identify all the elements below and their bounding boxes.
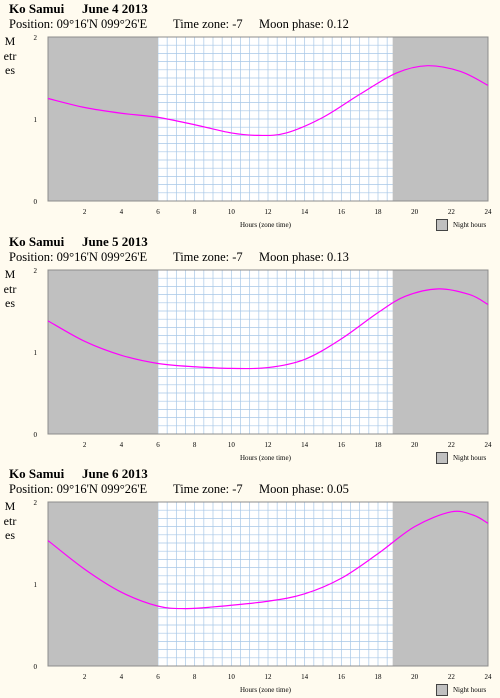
y-tick-label: 1 [34, 349, 38, 357]
moon-phase-text: Moon phase: 0.12 [259, 17, 349, 31]
x-tick-label: 16 [338, 441, 346, 449]
x-tick-label: 20 [411, 673, 419, 681]
night-shade [392, 502, 488, 666]
legend: Night hours [436, 219, 486, 231]
night-shade [48, 37, 158, 201]
location-name: Ko Samui [9, 1, 65, 16]
position-text: Position: 09°16'N 099°26'E [9, 482, 148, 496]
panel-title: Ko Samui June 6 2013 [9, 466, 148, 482]
night-hours-swatch [436, 684, 448, 696]
x-tick-label: 20 [411, 208, 419, 216]
x-tick-label: 8 [193, 441, 197, 449]
plot-frame [47, 36, 489, 202]
tide-line [47, 288, 489, 370]
legend-label: Night hours [453, 686, 487, 694]
y-axis-title: Metres [3, 34, 17, 77]
x-tick-label: 22 [448, 673, 456, 681]
x-tick-label: 2 [83, 208, 87, 216]
plot-frame [47, 269, 489, 435]
timezone-text: Time zone: -7 [173, 250, 243, 264]
x-tick-label: 4 [120, 208, 124, 216]
x-tick-label: 14 [301, 208, 309, 216]
night-shade [392, 270, 488, 434]
tide-line [47, 510, 489, 610]
moon-phase-text: Moon phase: 0.13 [259, 250, 349, 264]
legend-label: Night hours [453, 454, 487, 462]
y-tick-label: 2 [34, 267, 38, 275]
moon-phase-text: Moon phase: 0.05 [259, 482, 349, 496]
x-tick-label: 6 [156, 673, 160, 681]
x-axis-title: Hours (zone time) [240, 221, 291, 229]
y-axis-title: Metres [3, 267, 17, 310]
x-axis-title: Hours (zone time) [240, 686, 291, 694]
x-axis-title: Hours (zone time) [240, 454, 291, 462]
night-shade [392, 37, 488, 201]
x-tick-label: 6 [156, 441, 160, 449]
x-tick-label: 14 [301, 673, 309, 681]
legend: Night hours [436, 684, 486, 696]
x-tick-label: 12 [265, 673, 273, 681]
night-shade [48, 502, 158, 666]
y-tick-label: 2 [34, 499, 38, 507]
x-tick-label: 24 [485, 673, 493, 681]
tide-panel-3: Ko Samui June 6 2013 Position: 09°16'N 0… [0, 465, 500, 697]
tide-line [47, 65, 489, 137]
x-tick-label: 8 [193, 208, 197, 216]
x-tick-label: 2 [83, 441, 87, 449]
x-tick-label: 16 [338, 673, 346, 681]
plot-frame [47, 501, 489, 667]
timezone-text: Time zone: -7 [173, 482, 243, 496]
y-tick-label: 2 [34, 34, 38, 42]
x-tick-label: 6 [156, 208, 160, 216]
x-tick-label: 22 [448, 208, 456, 216]
position-text: Position: 09°16'N 099°26'E [9, 250, 148, 264]
x-tick-label: 20 [411, 441, 419, 449]
night-shade [48, 270, 158, 434]
position-text: Position: 09°16'N 099°26'E [9, 17, 148, 31]
legend-label: Night hours [453, 221, 487, 229]
panel-date: June 4 2013 [82, 1, 148, 16]
x-tick-label: 16 [338, 208, 346, 216]
y-tick-label: 0 [34, 663, 38, 671]
x-tick-label: 8 [193, 673, 197, 681]
legend: Night hours [436, 452, 486, 464]
x-tick-label: 12 [265, 441, 273, 449]
y-tick-label: 0 [34, 431, 38, 439]
x-tick-label: 18 [375, 208, 383, 216]
panel-date: June 6 2013 [82, 466, 148, 481]
y-tick-label: 0 [34, 198, 38, 206]
tide-panel-2: Ko Samui June 5 2013 Position: 09°16'N 0… [0, 233, 500, 465]
night-hours-swatch [436, 219, 448, 231]
x-tick-label: 12 [265, 208, 273, 216]
x-tick-label: 24 [485, 208, 493, 216]
tide-panel-1: Ko Samui June 4 2013 Position: 09°16'N 0… [0, 0, 500, 232]
night-hours-swatch [436, 452, 448, 464]
location-name: Ko Samui [9, 234, 65, 249]
panel-title: Ko Samui June 5 2013 [9, 234, 148, 250]
y-axis-title: Metres [3, 499, 17, 542]
timezone-text: Time zone: -7 [173, 17, 243, 31]
x-tick-label: 24 [485, 441, 493, 449]
x-tick-label: 14 [301, 441, 309, 449]
panel-title: Ko Samui June 4 2013 [9, 1, 148, 17]
y-tick-label: 1 [34, 116, 38, 124]
x-tick-label: 22 [448, 441, 456, 449]
x-tick-label: 18 [375, 441, 383, 449]
location-name: Ko Samui [9, 466, 65, 481]
panel-date: June 5 2013 [82, 234, 148, 249]
x-tick-label: 18 [375, 673, 383, 681]
x-tick-label: 10 [228, 441, 236, 449]
x-tick-label: 4 [120, 441, 124, 449]
x-tick-label: 10 [228, 673, 236, 681]
x-tick-label: 2 [83, 673, 87, 681]
y-tick-label: 1 [34, 581, 38, 589]
x-tick-label: 10 [228, 208, 236, 216]
x-tick-label: 4 [120, 673, 124, 681]
